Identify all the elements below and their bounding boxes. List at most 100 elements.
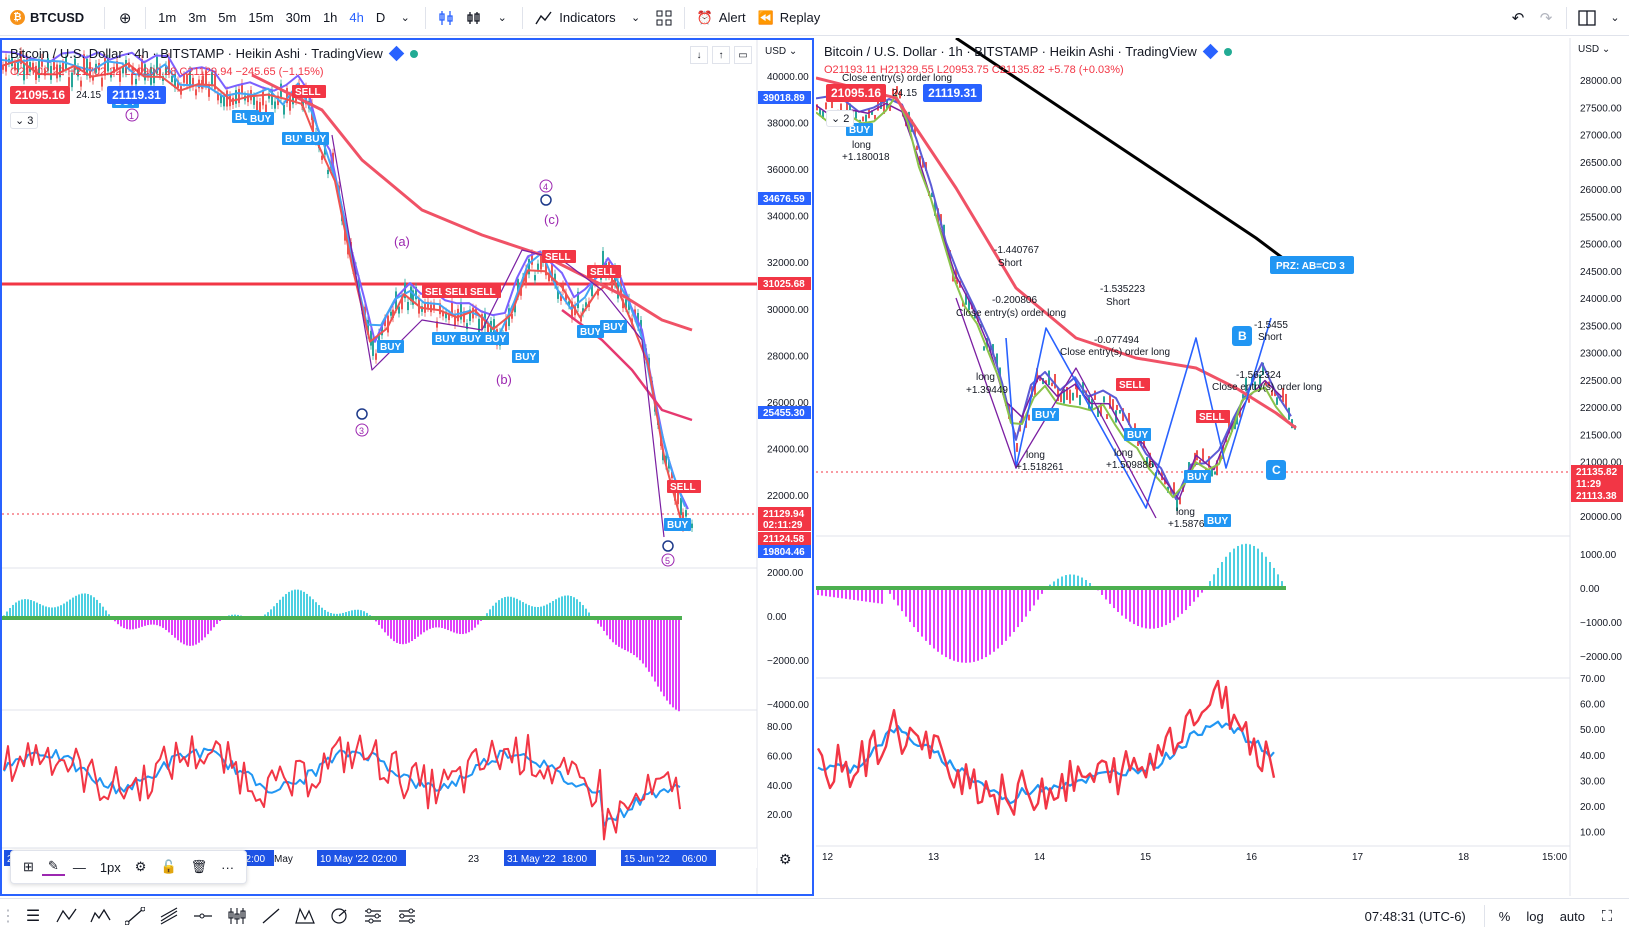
- fullscreen-icon[interactable]: ⛶: [1601, 907, 1613, 925]
- maximize-icon[interactable]: ▭: [734, 46, 752, 64]
- horizontal-ray-icon[interactable]: [186, 901, 220, 931]
- candle: [968, 300, 970, 310]
- ask-price[interactable]: 21119.31: [107, 86, 166, 104]
- time-label: 16: [1246, 852, 1258, 863]
- chevron-down-icon[interactable]: ⌄: [400, 12, 410, 24]
- compare-add-icon[interactable]: ⊕: [118, 9, 132, 27]
- drag-grid-icon[interactable]: ⊞: [23, 859, 34, 874]
- arrow-down-icon[interactable]: ↓: [690, 46, 708, 64]
- redo-icon[interactable]: ↷: [1539, 9, 1553, 27]
- abc-pattern-icon[interactable]: [50, 901, 84, 931]
- timeframe-D[interactable]: D: [375, 10, 386, 25]
- candle: [1176, 497, 1178, 512]
- trend-line-icon[interactable]: [118, 901, 152, 931]
- timeframe-15m[interactable]: 15m: [248, 10, 274, 25]
- symbol-search[interactable]: ₿ BTCUSD: [0, 10, 98, 25]
- trade-note: -0.077494: [1094, 335, 1139, 346]
- line-style-icon[interactable]: —: [72, 859, 86, 875]
- candle: [1170, 488, 1172, 495]
- cyclic-lines-icon[interactable]: [322, 901, 356, 931]
- chevron-down-icon[interactable]: ⌄: [631, 12, 641, 24]
- layout-split-icon[interactable]: [1573, 4, 1601, 32]
- ma-red: [816, 76, 1297, 430]
- xabcd-pattern-icon[interactable]: [288, 901, 322, 931]
- candle: [247, 94, 249, 103]
- price-tick: 22000.00: [767, 491, 809, 502]
- arrow-up-icon[interactable]: ↑: [712, 46, 730, 64]
- candle: [407, 301, 409, 311]
- alert-button[interactable]: ⏰ Alert: [696, 9, 746, 26]
- timeframe-5m[interactable]: 5m: [218, 10, 237, 25]
- chevron-down-icon[interactable]: ⌄: [1610, 12, 1620, 24]
- candle: [392, 309, 394, 319]
- candle: [1179, 497, 1181, 505]
- sell-signal: [1196, 410, 1230, 423]
- candle: [23, 63, 25, 81]
- sliders-icon[interactable]: [356, 901, 390, 931]
- fib-channel-icon[interactable]: [152, 901, 186, 931]
- bid-price[interactable]: 21095.16: [826, 84, 887, 102]
- buy-signal: [457, 332, 484, 345]
- line-tool-icon[interactable]: [254, 901, 288, 931]
- time-label: 02:00: [240, 854, 265, 865]
- candle: [390, 311, 392, 316]
- percent-toggle[interactable]: %: [1498, 908, 1511, 924]
- buy-signal-label: BUY: [485, 334, 506, 345]
- candle: [517, 279, 519, 296]
- candle: [819, 108, 821, 117]
- indicators-button[interactable]: Indicators: [529, 5, 621, 31]
- bid-ask-box[interactable]: 21095.16 24.15 21119.31: [826, 84, 982, 102]
- candle-type-icon[interactable]: [432, 4, 460, 32]
- time-label: 10 May '22: [320, 854, 369, 865]
- time-label: 17: [1352, 852, 1364, 863]
- indicator-collapse-toggle[interactable]: ⌄ 2: [826, 110, 855, 127]
- templates-grid-icon[interactable]: [650, 4, 678, 32]
- bid-price[interactable]: 21095.16: [10, 86, 71, 104]
- chart-canvas-1h[interactable]: USD ⌄ 28000.00 27500.00 27000.00 26500.00 260…: [816, 38, 1629, 896]
- indicator-collapse-toggle[interactable]: ⌄ 3: [10, 112, 39, 129]
- chart-panel-4h[interactable]: USD ⌄ 40000.00 38000.00 36000.00 34000.00 320…: [0, 38, 814, 896]
- timeframe-30m[interactable]: 30m: [285, 10, 311, 25]
- timeframe-1m[interactable]: 1m: [158, 10, 177, 25]
- candle: [177, 80, 179, 88]
- log-toggle[interactable]: log: [1526, 908, 1544, 924]
- horizontal-lines-icon[interactable]: ☰: [25, 908, 41, 925]
- candle: [107, 58, 109, 72]
- candle: [50, 65, 52, 80]
- candle: [259, 102, 261, 114]
- chevron-down-icon[interactable]: ⌄: [497, 12, 507, 24]
- flag-icon: [1202, 43, 1219, 60]
- lock-icon[interactable]: 🔓: [160, 859, 177, 874]
- brush-icon[interactable]: ✎: [41, 858, 65, 876]
- bid-ask-box[interactable]: 21095.16 24.15 21119.31: [10, 86, 166, 104]
- ask-price[interactable]: 21119.31: [923, 84, 982, 102]
- chart-canvas-4h[interactable]: USD ⌄40000.0038000.0036000.0034000.00320…: [2, 40, 812, 894]
- wave-label-5-circle: [661, 553, 675, 567]
- point-b-marker-label: B: [1238, 329, 1247, 343]
- trash-icon[interactable]: 🗑: [190, 859, 208, 874]
- rsi-tick: 30.00: [1580, 776, 1605, 787]
- price-tag: [1571, 489, 1623, 502]
- timeframe-4h[interactable]: 4h: [349, 10, 364, 25]
- undo-icon[interactable]: ↶: [1511, 9, 1525, 27]
- replay-button[interactable]: ⏪ Replay: [757, 9, 821, 26]
- clock-time[interactable]: 07:48:31 (UTC-6): [1364, 908, 1466, 924]
- chart-panel-1h[interactable]: USD ⌄ 28000.00 27500.00 27000.00 26500.00 260…: [816, 38, 1629, 896]
- settings-gear-icon[interactable]: ⚙: [134, 859, 147, 874]
- elliott-wave-icon[interactable]: [84, 901, 118, 931]
- buy-signal: [577, 325, 604, 338]
- wave-marker: [662, 540, 674, 552]
- candle: [1259, 374, 1261, 389]
- candle: [1039, 377, 1041, 381]
- candles-pattern-icon[interactable]: [220, 901, 254, 931]
- osc-tick: −2000.00: [767, 656, 809, 667]
- timeframe-3m[interactable]: 3m: [188, 10, 207, 25]
- bar-style-icon[interactable]: [460, 4, 488, 32]
- auto-toggle[interactable]: auto: [1559, 908, 1585, 924]
- price-tag-label: 34676.59: [763, 194, 805, 205]
- line-width[interactable]: 1px: [99, 859, 121, 875]
- drag-handle-icon[interactable]: ⋮: [0, 908, 16, 925]
- timeframe-1h[interactable]: 1h: [322, 10, 338, 25]
- more-icon[interactable]: ···: [221, 859, 235, 875]
- settings-list-icon[interactable]: [390, 901, 424, 931]
